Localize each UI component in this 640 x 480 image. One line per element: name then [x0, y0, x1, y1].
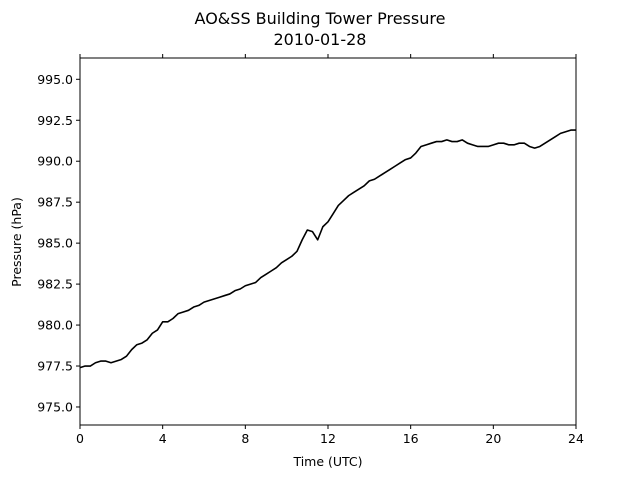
y-tick-label: 995.0 — [37, 72, 73, 87]
x-tick-label: 24 — [568, 431, 584, 446]
y-tick-label: 982.5 — [37, 277, 73, 292]
y-tick-label: 990.0 — [37, 154, 73, 169]
x-axis-label: Time (UTC) — [292, 454, 362, 469]
x-tick-label: 8 — [241, 431, 249, 446]
plot-frame — [79, 57, 577, 426]
x-tick-label: 20 — [485, 431, 501, 446]
x-tick-label: 0 — [76, 431, 84, 446]
y-tick-label: 992.5 — [37, 113, 73, 128]
y-tick-label: 975.0 — [37, 399, 73, 414]
y-tick-label: 987.5 — [37, 195, 73, 210]
x-tick-label: 12 — [320, 431, 336, 446]
x-tick-label: 16 — [403, 431, 419, 446]
chart-title: AO&SS Building Tower Pressure — [195, 9, 446, 28]
series-line-0 — [79, 129, 576, 369]
chart-subtitle: 2010-01-28 — [274, 30, 367, 49]
y-tick-label: 980.0 — [37, 318, 73, 333]
y-tick-label: 985.0 — [37, 236, 73, 251]
y-tick-label: 977.5 — [37, 359, 73, 374]
plot-area: 0 4 8 12 16 20 24 975.0 977.5 980.0 982.5 985.0 987.… — [37, 54, 584, 446]
y-axis-label: Pressure (hPa) — [9, 197, 24, 287]
x-tick-label: 4 — [159, 431, 167, 446]
